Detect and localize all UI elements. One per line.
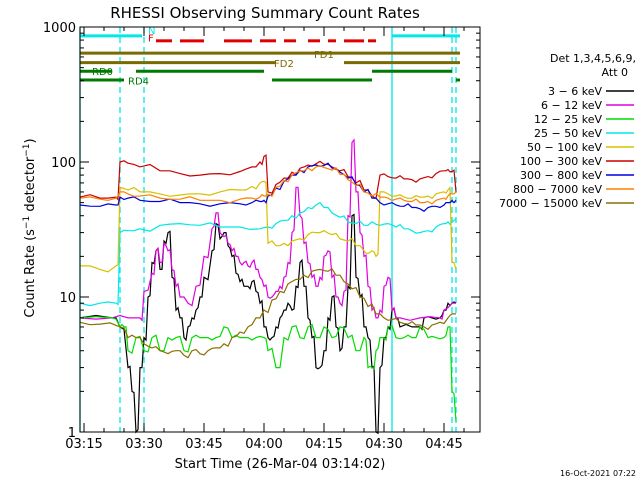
legend-label-5: 100 − 300 keV: [520, 155, 602, 168]
series-line-7: [79, 165, 457, 205]
y-tick-label-0: 1: [68, 426, 76, 441]
x-tick-label-1: 03:30: [125, 437, 162, 452]
flag-label-4: RD0: [92, 67, 113, 78]
series-line-4: [80, 180, 457, 273]
legend-label-8: 7000 − 15000 keV: [499, 197, 602, 210]
footer-timestamp: 16-Oct-2021 07:22: [560, 469, 636, 478]
plot-frame: [79, 26, 481, 433]
legend-label-1: 6 − 12 keV: [541, 99, 602, 112]
legend-label-4: 50 − 100 keV: [527, 141, 602, 154]
y-tick-label-1: 10: [59, 291, 76, 306]
legend-label-2: 12 − 25 keV: [534, 113, 602, 126]
y-axis-label-part1: Count Rate (s: [23, 229, 38, 318]
x-tick-label-2: 03:45: [185, 437, 222, 452]
series-line-0: [79, 213, 457, 435]
legend-label-3: 25 − 50 keV: [534, 127, 602, 140]
series-line-3: [79, 201, 457, 307]
legend-label-0: 3 − 6 keV: [548, 85, 602, 98]
chart-title: RHESSI Observing Summary Count Rates: [110, 4, 420, 22]
x-axis-label: Start Time (26-Mar-04 03:14:02): [175, 457, 386, 472]
flag-label-5: RD4: [128, 77, 149, 88]
flag-label-2: FD1: [314, 50, 334, 61]
y-axis-label-part3: ): [23, 138, 38, 143]
legend-header-line2: Att 0: [602, 66, 628, 79]
y-axis-label-sup1: −1: [22, 216, 32, 229]
y-axis-label-sup2: −1: [22, 143, 32, 156]
flag-label-0: N: [148, 26, 155, 37]
series-line-2: [79, 316, 457, 422]
x-tick-label-0: 03:15: [65, 437, 102, 452]
legend-header-line1: Det 1,3,4,5,6,9,: [550, 52, 636, 65]
legend-label-6: 300 − 800 keV: [520, 169, 602, 182]
y-tick-label-3: 1000: [43, 21, 76, 36]
x-tick-label-5: 04:30: [365, 437, 402, 452]
legend-label-7: 800 − 7000 keV: [513, 183, 602, 196]
x-tick-label-6: 04:45: [425, 437, 462, 452]
series-line-8: [79, 268, 456, 359]
y-tick-label-2: 100: [51, 156, 76, 171]
x-tick-label-3: 04:00: [245, 437, 282, 452]
flag-label-1: F: [148, 34, 154, 45]
x-tick-label-4: 04:15: [305, 437, 342, 452]
y-axis-label: Count Rate (s−1 detector−1): [22, 138, 38, 317]
flag-label-3: FD2: [274, 59, 294, 70]
y-axis-label-part2: detector: [23, 156, 38, 216]
